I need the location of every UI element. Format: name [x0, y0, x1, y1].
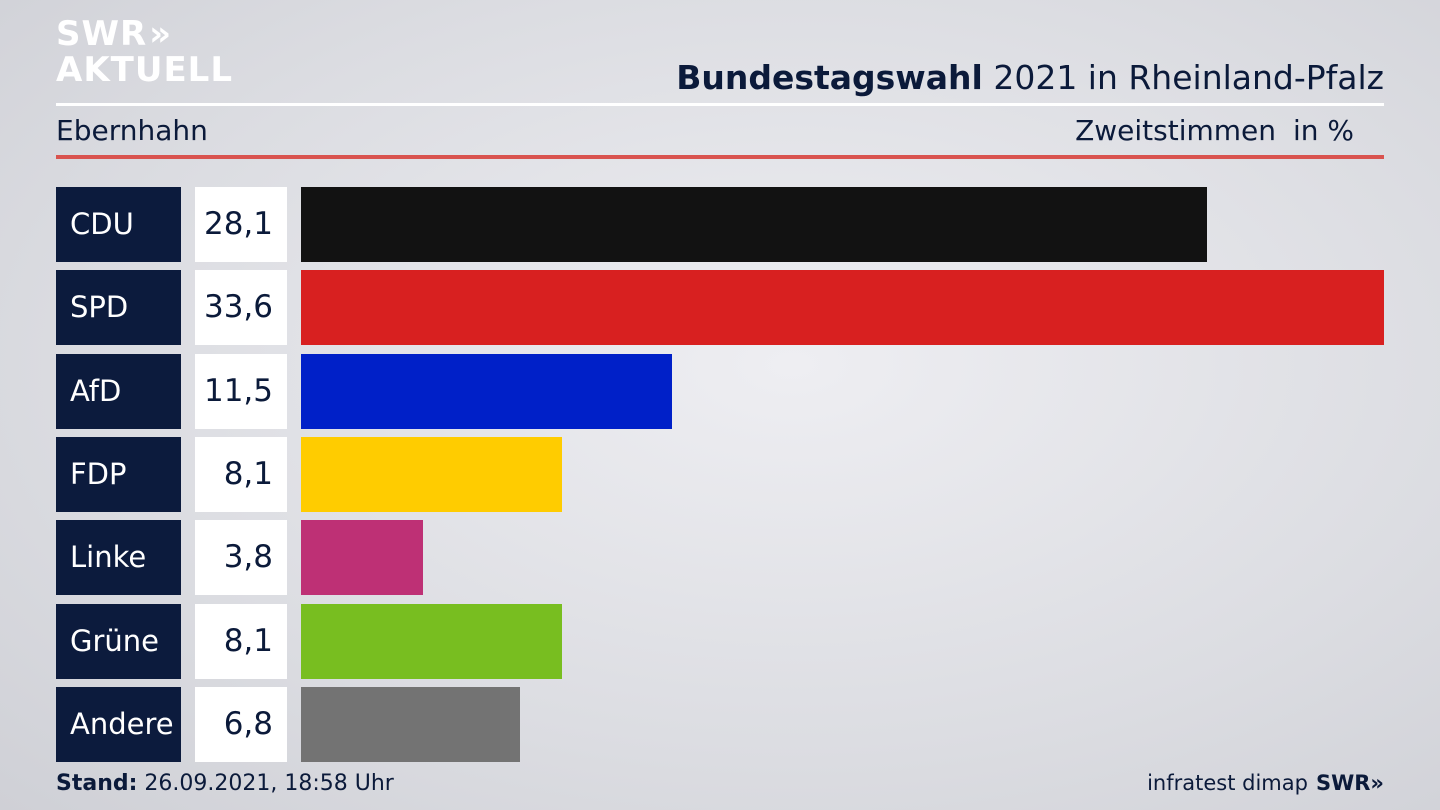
- source-credit: infratest dimap SWR»: [1147, 771, 1384, 795]
- bar-row: Grüne 8,1: [56, 603, 1384, 679]
- source-name: infratest dimap: [1147, 771, 1308, 795]
- value-label: 8,1: [195, 436, 287, 512]
- logo-swr-text: SWR: [56, 14, 148, 54]
- value-label: 33,6: [195, 270, 287, 346]
- party-label: FDP: [56, 436, 181, 512]
- bar: [301, 436, 562, 512]
- title-bold: Bundestagswahl: [676, 58, 983, 97]
- bar: [301, 686, 520, 762]
- value-label: 28,1: [195, 187, 287, 262]
- party-label: SPD: [56, 270, 181, 346]
- swr-aktuell-logo: SWR» AKTUELL: [56, 16, 233, 88]
- value-label: 6,8: [195, 686, 287, 762]
- bar-row: Linke 3,8: [56, 520, 1384, 596]
- header-divider: [56, 103, 1384, 106]
- bar-row: AfD 11,5: [56, 353, 1384, 429]
- timestamp-label: Stand:: [56, 771, 138, 796]
- title-rest: 2021 in Rheinland-Pfalz: [982, 58, 1384, 97]
- logo-chevron-icon: »: [149, 14, 171, 54]
- party-label: AfD: [56, 353, 181, 429]
- party-label: Andere: [56, 686, 181, 762]
- accent-divider: [56, 155, 1384, 159]
- logo-aktuell-text: AKTUELL: [56, 50, 234, 90]
- value-label: 8,1: [195, 603, 287, 679]
- bar: [301, 187, 1207, 262]
- page-title: Bundestagswahl 2021 in Rheinland-Pfalz: [676, 58, 1384, 97]
- party-label: CDU: [56, 187, 181, 262]
- swr-brand-logo: SWR»: [1315, 771, 1384, 795]
- bar: [301, 520, 423, 596]
- party-label: Linke: [56, 520, 181, 596]
- location-label: Ebernhahn: [56, 114, 208, 147]
- bar-row: CDU 28,1: [56, 187, 1384, 262]
- bar: [301, 270, 1384, 346]
- bar-row: SPD 33,6: [56, 270, 1384, 346]
- bar-chart: CDU 28,1 SPD 33,6 AfD 11,5 FDP 8,1 Linke 3,8 Grüne…: [56, 187, 1384, 763]
- metric-label: Zweitstimmen: [1075, 114, 1276, 147]
- bar: [301, 603, 562, 679]
- bar-row: FDP 8,1: [56, 436, 1384, 512]
- timestamp-value: 26.09.2021, 18:58 Uhr: [137, 771, 394, 796]
- timestamp: Stand: 26.09.2021, 18:58 Uhr: [56, 771, 394, 796]
- value-label: 3,8: [195, 520, 287, 596]
- bar: [301, 353, 672, 429]
- party-label: Grüne: [56, 603, 181, 679]
- value-label: 11,5: [195, 353, 287, 429]
- unit-label: in %: [1292, 114, 1354, 147]
- bar-row: Andere 6,8: [56, 686, 1384, 762]
